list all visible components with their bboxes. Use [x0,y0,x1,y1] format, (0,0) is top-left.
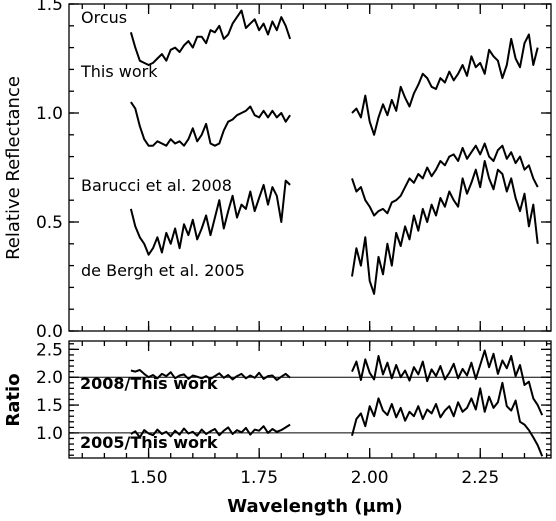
reflectance-y-axis-title: Relative Reflectance [3,76,24,260]
x-tick-label: 2.00 [351,468,389,488]
y-tick-label: 2.5 [36,340,63,360]
annotation-2005-ratio: 2005/This work [80,433,218,452]
series-line-barucci-et-al-2008 [130,101,291,147]
y-tick-label: 1.5 [36,396,63,416]
series-line-2008-this-work [130,369,291,381]
y-tick-label: 0.0 [36,322,63,342]
series-line-this-work [129,9,292,66]
series-line-de-bergh-et-al-2005 [351,160,539,295]
reflectance-y-tick-labels: 0.0 0.5 1.0 1.5 [36,0,63,342]
annotation-debergh-2005: de Bergh et al. 2005 [81,261,245,280]
reflectance-spectra [129,9,539,295]
reflectance-panel-ticks [69,3,551,332]
ratio-y-tick-labels: 1.0 1.5 2.0 2.5 [36,340,63,444]
y-tick-label: 0.5 [36,213,63,233]
y-tick-label: 2.0 [36,368,63,388]
series-line-2008-this-work [351,349,544,416]
x-tick-labels: 1.50 1.75 2.00 2.25 [130,468,500,488]
annotation-barucci-2008: Barucci et al. 2008 [81,176,232,195]
ratio-panel: 1.0 1.5 2.0 2.5 1.50 1.75 2.00 2.25 Ratio 2008… [3,340,552,517]
series-line-barucci-et-al-2008 [351,142,539,217]
series-line-de-bergh-et-al-2005 [129,179,291,256]
x-tick-label: 1.50 [130,468,168,488]
ratio-panel-ticks [69,341,551,458]
x-axis-title: Wavelength (μm) [227,496,403,517]
x-tick-label: 2.25 [461,468,499,488]
series-line-2005-this-work [130,423,291,439]
reflectance-panel-frame [68,3,552,332]
series-line-2005-this-work [351,381,544,457]
annotation-this-work: This work [80,62,158,81]
ratio-y-axis-title: Ratio [3,373,24,426]
y-tick-label: 1.0 [36,424,63,444]
series-line-this-work [351,33,539,136]
y-tick-label: 1.0 [36,104,63,124]
annotation-2008-ratio: 2008/This work [80,374,218,393]
annotation-orcus: Orcus [81,8,127,27]
ratio-spectra [130,349,544,457]
y-tick-label: 1.5 [36,0,63,15]
reflectance-panel: 0.00.51.01.5 Relative Reflectance Orcus … [3,0,552,342]
x-tick-label: 1.75 [240,468,278,488]
